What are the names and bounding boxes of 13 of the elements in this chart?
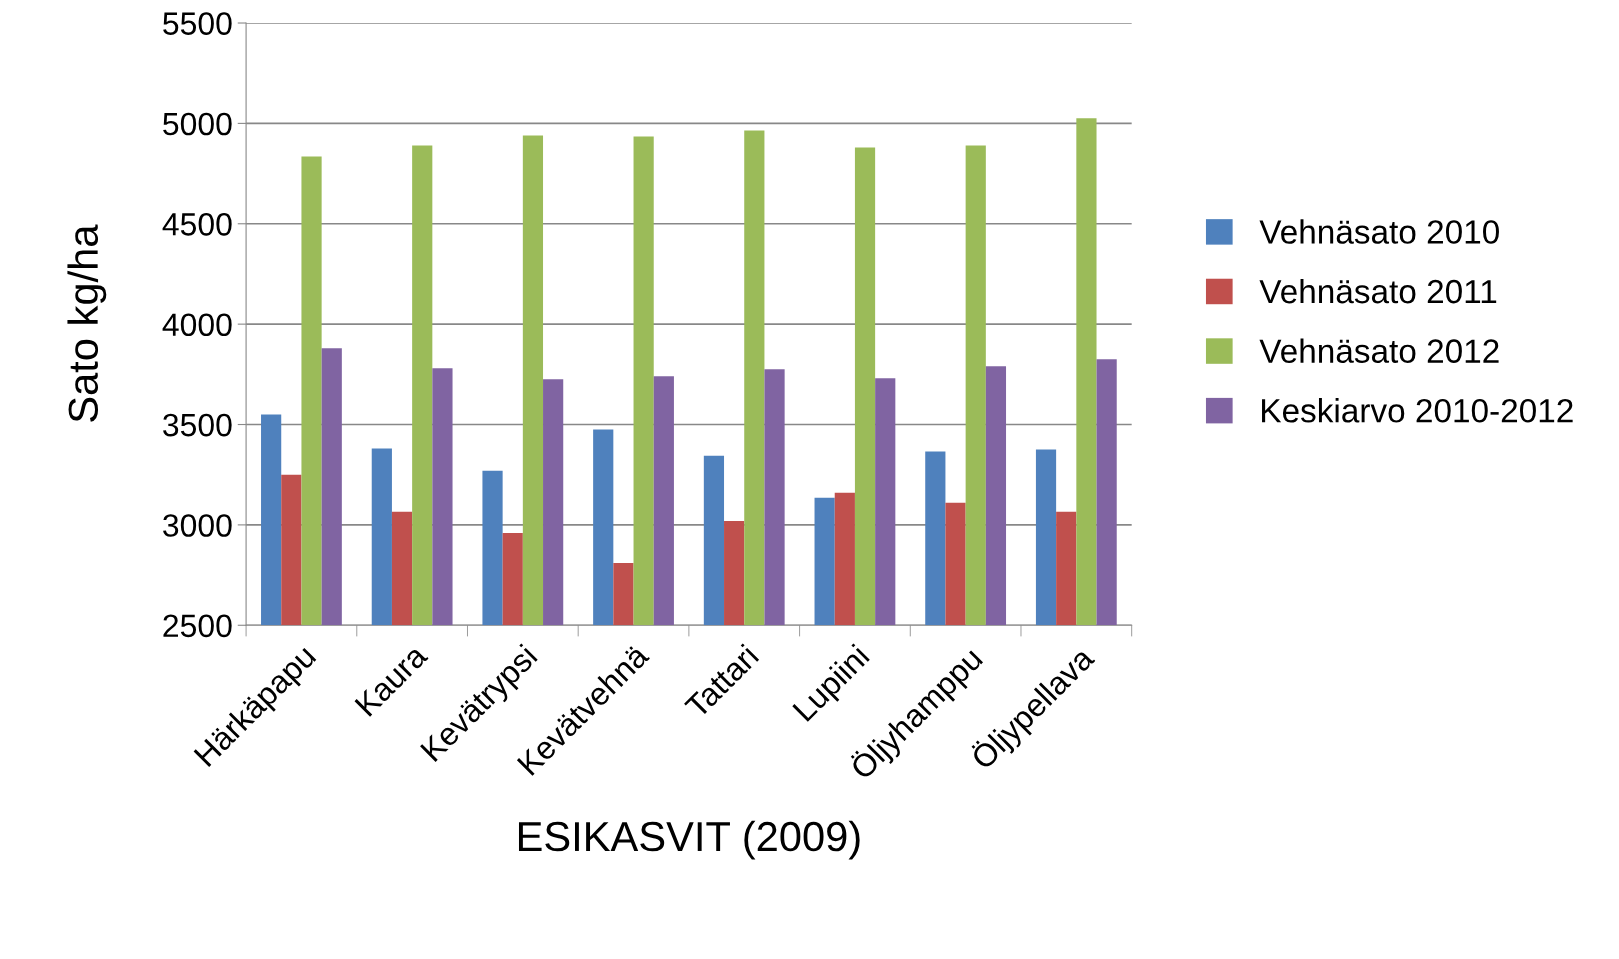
legend-label: Vehnäsato 2010 (1259, 219, 1499, 244)
y-tick-label: 4000 (162, 313, 232, 337)
legend-label: Vehnäsato 2011 (1259, 278, 1497, 304)
legend-label: Vehnäsato 2012 (1259, 338, 1499, 363)
y-tick-label: 2500 (163, 614, 232, 638)
y-tick-label: 3500 (163, 413, 232, 437)
y-tick-label: 4500 (162, 213, 232, 236)
legend-label: Keskiarvo 2010-2012 (1262, 398, 1573, 423)
y-tick-label: 3000 (163, 514, 232, 537)
y-tick-label: 5000 (163, 112, 232, 136)
y-axis-title: Sato kg/ha (67, 224, 107, 422)
x-axis-title: ESIKASVIT (2009) (518, 820, 860, 860)
y-tick-label: 5500 (163, 12, 232, 35)
